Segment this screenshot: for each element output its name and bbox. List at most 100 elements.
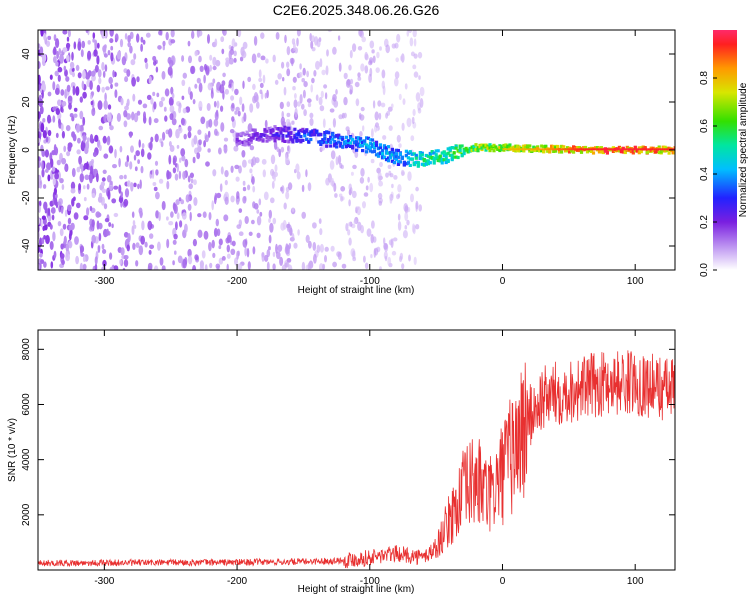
spectrogram-noise-cell — [94, 256, 98, 265]
spectrogram-noise-cell — [347, 229, 351, 236]
spectrogram-noise-cell — [93, 49, 98, 57]
spectrogram-signal-core — [563, 148, 565, 151]
spectrogram-signal-cell — [249, 140, 253, 144]
spectrogram-noise-cell — [296, 101, 301, 107]
spectrogram-signal-cell — [488, 143, 492, 147]
spectrogram-noise-cell — [103, 53, 108, 58]
spectrogram-noise-cell — [101, 177, 106, 182]
spectrogram-noise-cell — [209, 64, 213, 72]
spectrogram-signal-cell — [351, 138, 355, 142]
spectrogram-signal-cell — [257, 136, 261, 140]
spectrogram-noise-cell — [67, 144, 72, 152]
spectrogram-noise-cell — [68, 240, 73, 249]
spectrogram-noise-cell — [286, 258, 292, 263]
spectrogram-signal-cell — [605, 151, 609, 155]
spectrogram-signal-core — [640, 148, 642, 151]
spectrogram-signal-cell — [378, 143, 383, 147]
spectrogram-noise-cell — [218, 245, 222, 250]
spectrogram-noise-cell — [40, 30, 44, 37]
spectrogram-signal-cell — [390, 159, 394, 163]
spectrogram-signal-cell — [351, 146, 355, 150]
spectrogram-noise-cell — [138, 139, 141, 148]
spectrogram-signal-cell — [406, 156, 410, 160]
spectrogram-noise-cell — [248, 231, 253, 236]
spectrogram-noise-cell — [124, 76, 129, 83]
spectrogram-noise-cell — [296, 171, 301, 180]
spectrogram-signal-cell — [289, 137, 293, 141]
spectrogram-noise-cell — [413, 38, 417, 47]
spectrogram-signal-core — [502, 148, 504, 151]
spectrogram-noise-cell — [251, 219, 255, 225]
spectrogram-noise-cell — [185, 194, 190, 203]
spectrogram-noise-cell — [75, 123, 81, 133]
spectrogram-signal-cell — [259, 133, 263, 137]
spectrogram-noise-cell — [303, 109, 307, 117]
spectrogram-noise-cell — [109, 180, 113, 186]
spectrogram-noise-cell — [286, 119, 291, 124]
spectrogram-signal-cell — [597, 146, 602, 150]
spectrogram-noise-cell — [307, 102, 312, 108]
spectrogram-noise-cell — [56, 159, 61, 166]
spectrogram-signal-cell — [657, 150, 661, 155]
spectrogram-noise-cell — [373, 248, 376, 258]
spectrogram-signal-cell — [251, 133, 255, 137]
spectrogram-signal-cell — [301, 127, 305, 131]
spectrogram-noise-cell — [176, 144, 180, 149]
spectrogram-noise-cell — [178, 170, 182, 180]
spectrogram-signal-cell — [452, 155, 456, 159]
spectrogram-noise-cell — [293, 42, 296, 52]
spectrogram-signal-core — [544, 148, 547, 151]
spectrogram-signal-cell — [241, 142, 245, 147]
spectrogram-noise-cell — [87, 70, 92, 77]
spectrogram-signal-cell — [432, 151, 436, 155]
spectrogram-signal-core — [672, 148, 674, 151]
spectrogram-signal-cell — [279, 128, 283, 132]
spectrogram-noise-cell — [166, 180, 170, 190]
spectrogram-noise-cell — [187, 131, 192, 139]
spectrogram-noise-cell — [258, 198, 262, 206]
spectrogram-signal-cell — [309, 133, 313, 137]
spectrogram-noise-cell — [311, 77, 315, 84]
spectrogram-noise-cell — [51, 166, 56, 172]
spectrogram-signal-cell — [434, 149, 438, 153]
spectrogram-noise-cell — [377, 100, 382, 107]
spectrogram-noise-cell — [69, 61, 75, 69]
spectrogram-noise-cell — [268, 218, 271, 223]
spectrogram-signal-core — [526, 148, 528, 151]
spectrogram-signal-cell — [392, 161, 396, 165]
spectrogram-noise-cell — [133, 112, 139, 123]
spectrogram-noise-cell — [286, 224, 292, 233]
spectrogram-noise-cell — [388, 239, 393, 246]
spectrogram-signal-cell — [331, 133, 335, 137]
spectrogram-signal-cell — [241, 140, 245, 144]
spectrogram-signal-cell — [359, 143, 363, 147]
spectrogram-signal-cell — [538, 149, 542, 153]
spectrogram-signal-core — [513, 148, 515, 151]
spectrogram-signal-cell — [655, 150, 659, 154]
spectrogram-noise-cell — [362, 125, 365, 132]
spectrogram-signal-cell — [536, 145, 540, 149]
spectrogram-noise-cell — [242, 196, 247, 204]
spectrogram-signal-core — [603, 148, 605, 151]
spectrogram-noise-cell — [346, 129, 351, 136]
spectrogram-noise-cell — [244, 247, 248, 257]
spectrogram-noise-cell — [102, 70, 106, 78]
spectrogram-noise-cell — [87, 40, 91, 45]
spectrogram-noise-cell — [345, 79, 351, 88]
spectrogram-signal-cell — [548, 150, 552, 154]
spectrogram-noise-cell — [123, 259, 129, 268]
spectrogram-noise-cell — [118, 184, 122, 194]
spectrogram-signal-cell — [247, 141, 251, 145]
spectrogram-signal-cell — [269, 135, 273, 139]
spectrogram-signal-core — [628, 148, 630, 151]
spectrogram-signal-cell — [420, 151, 424, 155]
spectrogram-signal-cell — [472, 148, 476, 152]
spectrogram-noise-cell — [99, 144, 102, 151]
spectrogram-signal-core — [566, 148, 568, 151]
spectrogram-signal-cell — [386, 156, 391, 160]
spectrogram-noise-cell — [207, 82, 213, 91]
spectrogram-noise-cell — [261, 252, 265, 262]
colorbar-tick-label: 0.4 — [699, 167, 710, 181]
spectrogram-noise-cell — [90, 100, 94, 106]
